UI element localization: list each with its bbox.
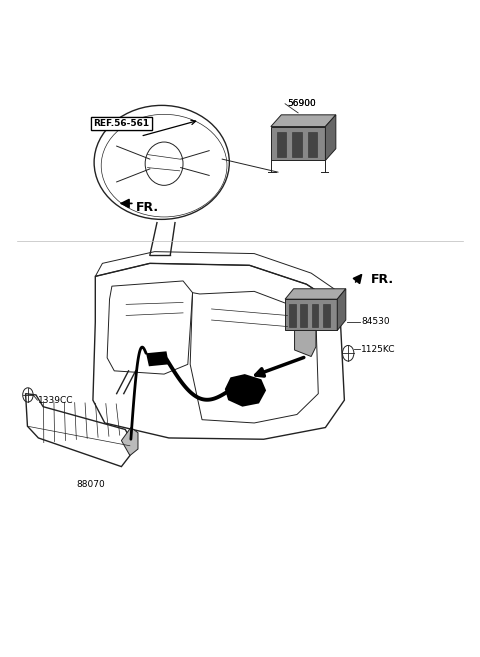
Text: FR.: FR.	[371, 273, 394, 286]
Polygon shape	[289, 304, 296, 327]
Text: REF.56-561: REF.56-561	[93, 119, 149, 128]
Text: 84530: 84530	[361, 317, 390, 327]
Polygon shape	[308, 132, 317, 156]
Polygon shape	[300, 304, 307, 327]
Polygon shape	[121, 428, 138, 455]
Text: 56900: 56900	[288, 99, 316, 108]
Polygon shape	[323, 304, 330, 327]
Text: FR.: FR.	[136, 202, 159, 214]
Polygon shape	[146, 351, 169, 367]
Text: 56900: 56900	[288, 99, 316, 108]
Text: REF.56-561: REF.56-561	[93, 119, 149, 128]
Polygon shape	[276, 132, 286, 156]
Polygon shape	[292, 132, 301, 156]
Polygon shape	[271, 115, 336, 127]
Polygon shape	[312, 304, 318, 327]
Polygon shape	[337, 289, 346, 330]
Polygon shape	[295, 330, 316, 357]
Polygon shape	[285, 299, 337, 330]
Text: 1125KC: 1125KC	[361, 345, 396, 354]
Text: 1339CC: 1339CC	[38, 396, 74, 405]
Polygon shape	[225, 374, 266, 407]
Polygon shape	[271, 127, 325, 160]
Text: 88070: 88070	[76, 480, 105, 489]
Polygon shape	[325, 115, 336, 160]
Polygon shape	[285, 289, 346, 299]
